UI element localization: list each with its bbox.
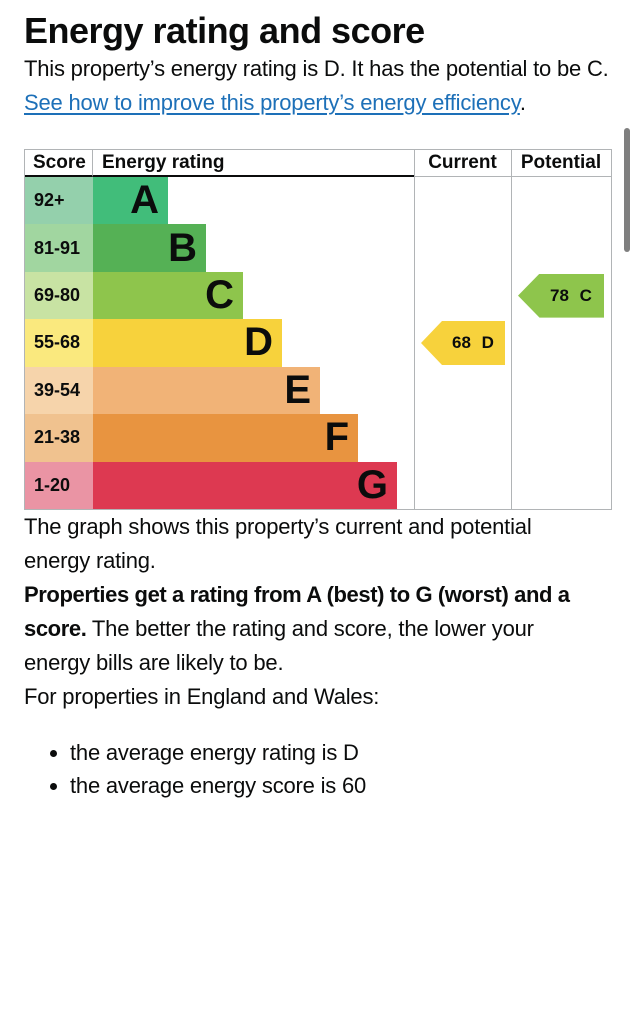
average-score-text: the average energy score is 60 bbox=[70, 773, 367, 798]
epc-bar-area-D: D bbox=[93, 319, 611, 367]
epc-score-range-D: 55-68 bbox=[25, 319, 93, 367]
potential-column-divider bbox=[511, 150, 512, 509]
epc-bar-area-A: A bbox=[93, 177, 611, 225]
epc-score-range-E: 39-54 bbox=[25, 366, 93, 415]
epc-bar-B: B bbox=[93, 224, 206, 272]
epc-band-row-F: 21-38 F bbox=[25, 414, 611, 462]
epc-bar-area-G: G bbox=[93, 461, 611, 509]
epc-chart-header: Score Energy rating Current Potential bbox=[25, 150, 611, 177]
epc-score-range-B: 81-91 bbox=[25, 224, 93, 272]
link-suffix: . bbox=[519, 90, 526, 115]
region-intro: For properties in England and Wales: bbox=[24, 684, 380, 709]
average-facts-list: the average energy rating is D the avera… bbox=[24, 736, 622, 802]
epc-bar-D: D bbox=[93, 319, 282, 367]
epc-bar-area-B: B bbox=[93, 224, 611, 272]
improve-link[interactable]: See how to improve this property’s energ… bbox=[24, 90, 520, 115]
epc-band-row-D: 55-68 D bbox=[25, 319, 611, 367]
epc-bar-area-C: C bbox=[93, 271, 611, 320]
epc-bar-F: F bbox=[93, 414, 358, 462]
epc-bar-A: A bbox=[93, 177, 168, 225]
list-item-average-score: the average energy score is 60 bbox=[70, 769, 622, 802]
epc-chart: Score Energy rating Current Potential 92… bbox=[24, 149, 612, 510]
epc-header-potential: Potential bbox=[511, 150, 611, 177]
epc-band-row-B: 81-91 B bbox=[25, 224, 611, 272]
epc-score-range-C: 69-80 bbox=[25, 271, 93, 320]
epc-band-row-G: 1-20 G bbox=[25, 461, 611, 509]
epc-band-row-C: 69-80 C bbox=[25, 271, 611, 320]
epc-bar-area-F: F bbox=[93, 414, 611, 462]
average-rating-text: the average energy rating is D bbox=[70, 740, 359, 765]
improve-link-paragraph: See how to improve this property’s energ… bbox=[24, 86, 622, 120]
current-column-divider bbox=[414, 150, 415, 509]
current-rating-arrow: 68 D bbox=[421, 321, 505, 365]
epc-bar-C: C bbox=[93, 271, 243, 320]
epc-bar-area-E: E bbox=[93, 366, 611, 415]
epc-bar-G: G bbox=[93, 461, 397, 509]
epc-band-rows: 92+ A 81-91 B 69-80 C 55-68 D 39-54 E 21-38 F 1-20 G bbox=[25, 177, 611, 509]
rating-explanation-rest: The better the rating and score, the low… bbox=[24, 616, 534, 675]
epc-score-range-G: 1-20 bbox=[25, 461, 93, 509]
graph-caption: The graph shows this property’s current … bbox=[24, 514, 532, 573]
scrollbar-thumb[interactable] bbox=[624, 128, 630, 252]
epc-header-current: Current bbox=[414, 150, 511, 177]
intro-paragraph: This property’s energy rating is D. It h… bbox=[24, 56, 609, 81]
rating-explanation-bold: Properties get a rating from A (best) to… bbox=[24, 582, 570, 641]
epc-score-range-F: 21-38 bbox=[25, 414, 93, 462]
epc-score-range-A: 92+ bbox=[25, 177, 93, 225]
epc-header-score: Score bbox=[25, 150, 93, 177]
epc-band-row-A: 92+ A bbox=[25, 177, 611, 225]
epc-bar-E: E bbox=[93, 366, 320, 415]
list-item-average-rating: the average energy rating is D bbox=[70, 736, 622, 769]
rating-explanation: Properties get a rating from A (best) to… bbox=[24, 578, 584, 680]
page-title: Energy rating and score bbox=[24, 10, 425, 51]
page-content: Energy rating and score This property’s … bbox=[24, 10, 622, 802]
epc-band-row-E: 39-54 E bbox=[25, 366, 611, 415]
epc-header-energy-rating: Energy rating bbox=[93, 150, 414, 177]
